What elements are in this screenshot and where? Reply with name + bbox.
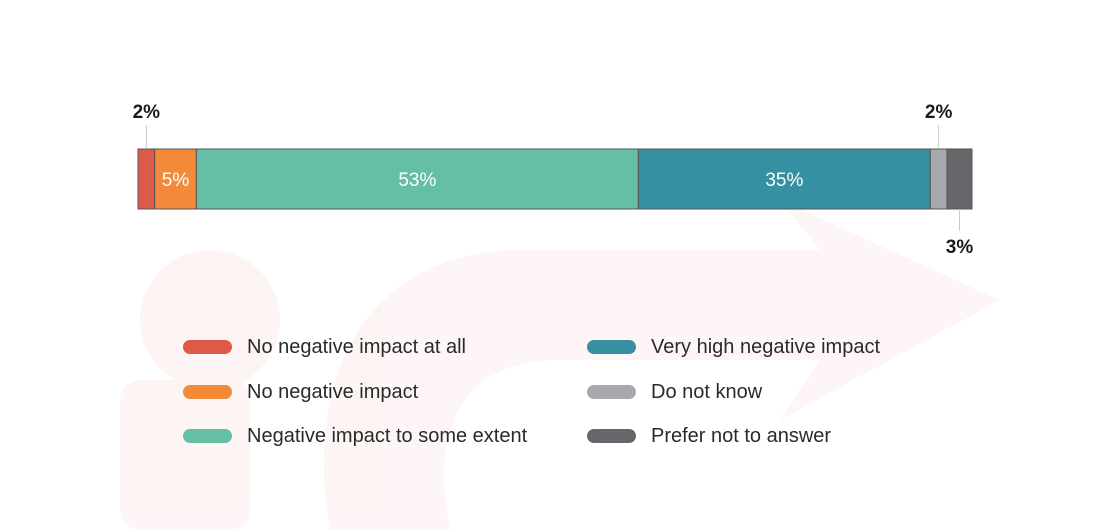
- bar-segment-negative-impact-to-some-extent: [195, 148, 639, 210]
- bar-segment-do-not-know: [929, 148, 948, 210]
- data-label-do-not-know: 2%: [925, 102, 953, 123]
- legend-swatch-no-negative-impact-at-all: [183, 340, 232, 354]
- legend-swatch-do-not-know: [587, 385, 636, 399]
- legend-label-prefer-not-to-answer: Prefer not to answer: [651, 424, 832, 447]
- bar-segment-prefer-not-to-answer: [946, 148, 973, 210]
- data-label-no-negative-impact: 5%: [162, 170, 190, 191]
- legend-label-do-not-know: Do not know: [651, 380, 763, 403]
- data-labels: 2% 5% 53% 35% 2% 3%: [133, 102, 974, 258]
- legend-label-no-negative-impact: No negative impact: [247, 380, 419, 403]
- legend-label-no-negative-impact-at-all: No negative impact at all: [247, 335, 467, 358]
- bar-segment-no-negative-impact: [154, 148, 197, 210]
- bar-track: [137, 148, 973, 210]
- legend-label-negative-impact-to-some-extent: Negative impact to some extent: [247, 424, 528, 447]
- legend-item-no-negative-impact: No negative impact: [183, 377, 418, 407]
- legend-item-do-not-know: Do not know: [587, 377, 762, 407]
- legend-swatch-very-high-negative-impact: [587, 340, 636, 354]
- legend-swatch-prefer-not-to-answer: [587, 429, 636, 443]
- data-label-negative-impact-to-some-extent: 53%: [398, 170, 436, 191]
- legend-item-negative-impact-to-some-extent: Negative impact to some extent: [183, 421, 527, 451]
- legend-label-very-high-negative-impact: Very high negative impact: [651, 335, 881, 358]
- stacked-bar-chart: 2% 5% 53% 35% 2% 3%: [133, 102, 974, 258]
- bar-segment-no-negative-impact-at-all: [137, 148, 156, 210]
- legend-item-very-high-negative-impact: Very high negative impact: [587, 332, 880, 362]
- bar-segment-very-high-negative-impact: [637, 148, 931, 210]
- chart-legend: No negative impact at all No negative imp…: [183, 332, 943, 457]
- legend-item-no-negative-impact-at-all: No negative impact at all: [183, 332, 466, 362]
- legend-swatch-negative-impact-to-some-extent: [183, 429, 232, 443]
- data-label-prefer-not-to-answer: 3%: [946, 237, 974, 258]
- data-label-very-high-negative-impact: 35%: [765, 170, 803, 191]
- data-label-no-negative-impact-at-all: 2%: [133, 102, 161, 123]
- legend-item-prefer-not-to-answer: Prefer not to answer: [587, 421, 831, 451]
- legend-swatch-no-negative-impact: [183, 385, 232, 399]
